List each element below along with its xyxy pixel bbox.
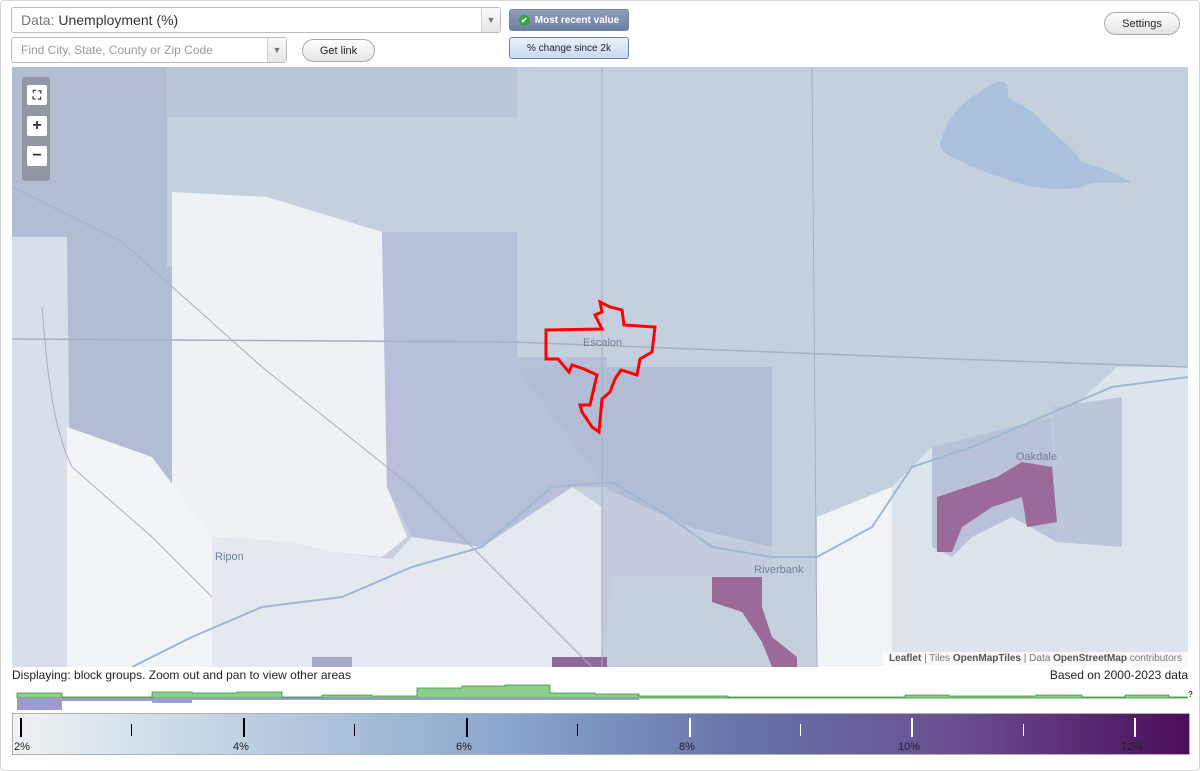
attribution-contributors: contributors: [1129, 653, 1182, 664]
legend-tick: [20, 718, 22, 737]
color-legend: 2% 4% 6% 8% 10% 12%: [12, 713, 1190, 755]
legend-label: 6%: [456, 741, 472, 753]
legend-tick: [1023, 724, 1024, 736]
region-north: [167, 67, 517, 117]
attribution-data-prefix: Data: [1029, 653, 1051, 664]
place-label-riverbank: Riverbank: [754, 564, 804, 576]
road-north-south-2: [811, 67, 818, 667]
legend-tick: [466, 718, 468, 737]
legend-label: 8%: [679, 741, 695, 753]
legend-label: 4%: [233, 741, 249, 753]
change-since-toggle[interactable]: % change since 2k: [509, 37, 629, 59]
zoom-in-icon[interactable]: +: [27, 116, 47, 136]
map-canvas: [12, 67, 1188, 667]
legend-label: 10%: [898, 741, 921, 753]
map-view[interactable]: Escalon Ripon Riverbank Oakdale ⛶ + − Le…: [12, 67, 1188, 667]
legend-tick: [1134, 718, 1136, 737]
data-select[interactable]: Data: Unemployment (%) ▼: [11, 7, 501, 33]
data-select-prefix: Data:: [21, 12, 55, 28]
zoom-control: ⛶ + −: [22, 77, 50, 181]
region-high-riverbank: [712, 577, 797, 667]
region-high-south: [552, 657, 607, 667]
region-low-2: [12, 237, 72, 667]
legend-tick: [689, 718, 691, 737]
legend-tick: [800, 724, 801, 736]
data-select-value: Unemployment (%): [58, 12, 179, 28]
chevron-down-icon[interactable]: ▼: [267, 38, 286, 62]
attribution-osm-link[interactable]: OpenStreetMap: [1053, 653, 1127, 664]
place-label-oakdale: Oakdale: [1016, 451, 1057, 463]
attribution-tiles-link[interactable]: OpenMapTiles: [952, 653, 1021, 664]
place-label-ripon: Ripon: [215, 551, 244, 563]
selected-area-outline[interactable]: [544, 299, 657, 435]
settings-button[interactable]: Settings: [1104, 12, 1180, 35]
search-input[interactable]: [11, 37, 287, 63]
road-east-west: [12, 338, 1188, 368]
region-south-center: [602, 487, 772, 667]
region-escalon-west: [382, 232, 607, 547]
legend-label: 12%: [1121, 741, 1144, 753]
get-link-button[interactable]: Get link: [302, 39, 375, 62]
attribution-separator-1: |: [924, 653, 927, 664]
attribution-tiles-prefix: Tiles: [929, 653, 951, 664]
region-mid-south: [312, 657, 352, 667]
histogram-baseline: [17, 698, 639, 710]
lake: [940, 81, 1132, 189]
status-displaying: Displaying: block groups. Zoom out and p…: [12, 668, 351, 682]
region-high-oakdale: [937, 462, 1057, 552]
region-low-1: [172, 192, 407, 557]
region-east-lowest: [817, 487, 892, 667]
help-icon[interactable]: ?: [1188, 690, 1193, 699]
legend-tick: [131, 724, 132, 736]
road-diagonal: [12, 186, 593, 667]
legend-label: 2%: [14, 741, 30, 753]
attribution-leaflet-link[interactable]: Leaflet: [889, 653, 922, 664]
legend-tick: [577, 724, 578, 736]
region-oakdale-east: [1052, 397, 1122, 547]
check-icon: ✔: [518, 14, 530, 26]
status-based-on: Based on 2000-2023 data: [1049, 668, 1188, 682]
attribution-separator-2: |: [1023, 653, 1027, 664]
map-attribution: Leaflet | Tiles OpenMapTiles | Data Open…: [883, 652, 1188, 667]
highway-99: [41, 306, 213, 598]
most-recent-label: Most recent value: [534, 14, 620, 26]
histogram-recent: [16, 684, 1188, 699]
river: [131, 376, 1188, 667]
histogram: [16, 684, 1188, 710]
region-low-3: [67, 427, 212, 667]
fullscreen-icon[interactable]: ⛶: [27, 85, 47, 105]
most-recent-toggle[interactable]: ✔ Most recent value: [509, 9, 629, 31]
chevron-down-icon[interactable]: ▼: [481, 8, 500, 32]
legend-tick: [354, 724, 355, 736]
legend-tick: [911, 718, 913, 737]
legend-tick: [243, 718, 245, 737]
zoom-out-icon[interactable]: −: [27, 146, 47, 166]
place-label-escalon: Escalon: [583, 337, 623, 349]
